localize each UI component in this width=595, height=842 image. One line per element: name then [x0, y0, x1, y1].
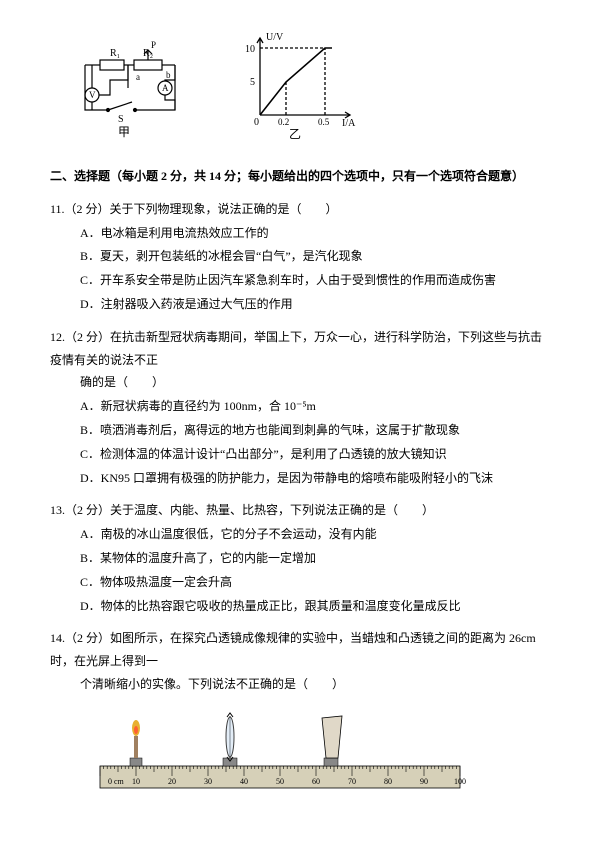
circuit-caption: 甲	[118, 125, 130, 139]
top-figures-row: R₁ a R₂ b P V A S 甲 U/V I/A 10 5	[70, 30, 545, 140]
q13-D: D．物体的比热容跟它吸收的热量成正比，跟其质量和温度变化量成反比	[80, 595, 545, 618]
question-12: 12.（2 分）在抗击新型冠状病毒期间，举国上下，万众一心，进行科学防治，下列这…	[50, 326, 545, 490]
circuit-b: b	[166, 70, 171, 80]
candle-icon	[130, 720, 142, 766]
ruler-tick-label: 30	[204, 777, 212, 786]
graph-y5: 5	[250, 77, 255, 88]
circuit-P: P	[151, 40, 156, 50]
circuit-a: a	[136, 72, 140, 82]
q11-stem: 11.（2 分）关于下列物理现象，说法正确的是（ ）	[50, 198, 545, 221]
ruler-tick-label: 100	[454, 777, 466, 786]
circuit-R1: R₁	[110, 48, 120, 59]
q12-D: D．KN95 口罩拥有极强的防护能力，是因为带静电的熔喷布能吸附轻小的飞沫	[80, 467, 545, 490]
graph-x05: 0.5	[318, 117, 330, 127]
ruler-zero: 0 cm	[108, 777, 125, 786]
optical-bench-figure: 10 20 30 40 50 60 70 80 90 100 0 cm	[90, 706, 470, 796]
circuit-V: V	[89, 90, 96, 100]
graph-svg: U/V I/A 10 5 0 0.2 0.5 乙	[230, 30, 360, 140]
q12-stem-l2: 确的是（ ）	[80, 371, 545, 394]
graph-ylabel: U/V	[266, 32, 284, 43]
screen-icon	[322, 716, 342, 766]
circuit-A: A	[162, 83, 169, 93]
section-header: 二、选择题（每小题 2 分，共 14 分；每小题给出的四个选项中，只有一个选项符…	[50, 165, 545, 188]
ruler-tick-label: 10	[132, 777, 140, 786]
q13-A: A．南极的冰山温度很低，它的分子不会运动，没有内能	[80, 523, 545, 546]
ruler-tick-label: 80	[384, 777, 392, 786]
graph-y10: 10	[245, 44, 255, 55]
q11-B: B．夏天，剥开包装纸的冰棍会冒“白气”，是汽化现象	[80, 245, 545, 268]
q11-D: D．注射器吸入药液是通过大气压的作用	[80, 293, 545, 316]
ruler-tick-label: 60	[312, 777, 320, 786]
lens-icon	[223, 713, 237, 766]
q12-B: B．喷洒消毒剂后，离得远的地方也能闻到刺鼻的气味，这属于扩散现象	[80, 419, 545, 442]
question-13: 13.（2 分）关于温度、内能、热量、比热容，下列说法正确的是（ ） A．南极的…	[50, 499, 545, 617]
graph-caption: 乙	[289, 127, 301, 140]
q11-C: C．开车系安全带是防止因汽车紧急刹车时，人由于受到惯性的作用而造成伤害	[80, 269, 545, 292]
ruler-tick-label: 20	[168, 777, 176, 786]
q12-stem-l1: 12.（2 分）在抗击新型冠状病毒期间，举国上下，万众一心，进行科学防治，下列这…	[50, 326, 545, 372]
q13-C: C．物体吸热温度一定会升高	[80, 571, 545, 594]
circuit-svg: R₁ a R₂ b P V A S 甲	[70, 40, 190, 140]
q12-A: A．新冠状病毒的直径约为 100nm，合 10⁻⁵m	[80, 395, 545, 418]
graph-xlabel: I/A	[342, 118, 356, 129]
graph-x02: 0.2	[278, 117, 289, 127]
q14-stem-l2: 个清晰缩小的实像。下列说法不正确的是（ ）	[80, 673, 545, 696]
circuit-figure: R₁ a R₂ b P V A S 甲	[70, 40, 190, 140]
ruler-tick-label: 50	[276, 777, 284, 786]
q13-stem: 13.（2 分）关于温度、内能、热量、比热容，下列说法正确的是（ ）	[50, 499, 545, 522]
q13-B: B．某物体的温度升高了，它的内能一定增加	[80, 547, 545, 570]
q14-stem-l1: 14.（2 分）如图所示，在探究凸透镜成像规律的实验中，当蜡烛和凸透镜之间的距离…	[50, 627, 545, 673]
circuit-S: S	[118, 114, 124, 125]
graph-origin: 0	[254, 117, 259, 128]
ruler-tick-label: 70	[348, 777, 356, 786]
ruler-tick-label: 90	[420, 777, 428, 786]
ruler-tick-label: 40	[240, 777, 248, 786]
q11-A: A．电冰箱是利用电流热效应工作的	[80, 222, 545, 245]
graph-figure: U/V I/A 10 5 0 0.2 0.5 乙	[230, 30, 360, 140]
question-14: 14.（2 分）如图所示，在探究凸透镜成像规律的实验中，当蜡烛和凸透镜之间的距离…	[50, 627, 545, 695]
q12-C: C．检测体温的体温计设计“凸出部分”，是利用了凸透镜的放大镜知识	[80, 443, 545, 466]
question-11: 11.（2 分）关于下列物理现象，说法正确的是（ ） A．电冰箱是利用电流热效应…	[50, 198, 545, 316]
